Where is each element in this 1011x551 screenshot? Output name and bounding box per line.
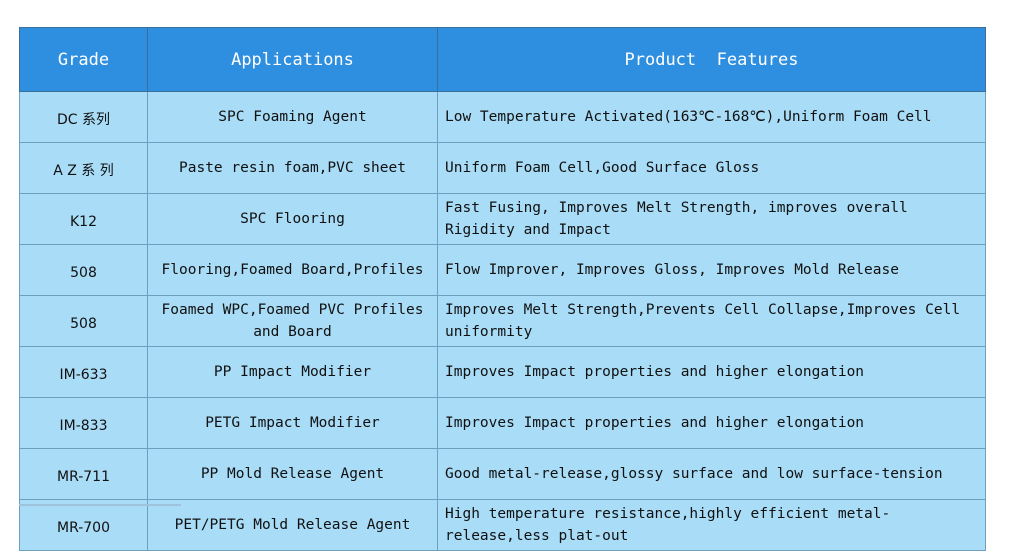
table-header-row: Grade Applications Product Features — [19, 27, 986, 92]
features-cell: Flow Improver, Improves Gloss, Improves … — [437, 244, 986, 296]
features-cell: Low Temperature Activated(163℃-168℃),Uni… — [437, 91, 986, 143]
table-row: IM-633 PP Impact Modifier Improves Impac… — [19, 346, 986, 398]
features-cell: Improves Melt Strength,Prevents Cell Col… — [437, 295, 986, 347]
features-cell: High temperature resistance,highly effic… — [437, 499, 986, 551]
application-cell: PP Mold Release Agent — [147, 448, 438, 500]
table-row: A Z 系 列 Paste resin foam,PVC sheet Unifo… — [19, 142, 986, 194]
application-cell: PET/PETG Mold Release Agent — [147, 499, 438, 551]
table-row: K12 SPC Flooring Fast Fusing, Improves M… — [19, 193, 986, 245]
application-cell: PETG Impact Modifier — [147, 397, 438, 449]
header-applications: Applications — [147, 27, 438, 92]
features-cell: Fast Fusing, Improves Melt Strength, imp… — [437, 193, 986, 245]
features-cell: Good metal-release,glossy surface and lo… — [437, 448, 986, 500]
header-product-features: Product Features — [437, 27, 986, 92]
table-row: IM-833 PETG Impact Modifier Improves Imp… — [19, 397, 986, 449]
application-cell: SPC Flooring — [147, 193, 438, 245]
grade-cell: MR-700 — [19, 499, 148, 551]
application-cell: Foamed WPC,Foamed PVC Profiles and Board — [147, 295, 438, 347]
grade-cell: MR-711 — [19, 448, 148, 500]
grade-cell: DC 系列 — [19, 91, 148, 143]
product-table-container: Grade Applications Product Features DC 系… — [19, 27, 986, 551]
grade-cell: K12 — [19, 193, 148, 245]
product-grade-table: Grade Applications Product Features DC 系… — [19, 27, 986, 551]
table-row: 508 Flooring,Foamed Board,Profiles Flow … — [19, 244, 986, 296]
features-cell: Uniform Foam Cell,Good Surface Gloss — [437, 142, 986, 194]
table-bottom-divider — [19, 504, 181, 506]
application-cell: PP Impact Modifier — [147, 346, 438, 398]
grade-cell: IM-833 — [19, 397, 148, 449]
application-cell: Flooring,Foamed Board,Profiles — [147, 244, 438, 296]
grade-cell: 508 — [19, 295, 148, 347]
application-cell: Paste resin foam,PVC sheet — [147, 142, 438, 194]
table-row: DC 系列 SPC Foaming Agent Low Temperature … — [19, 91, 986, 143]
grade-cell: 508 — [19, 244, 148, 296]
table-row: 508 Foamed WPC,Foamed PVC Profiles and B… — [19, 295, 986, 347]
header-grade: Grade — [19, 27, 148, 92]
table-row: MR-700 PET/PETG Mold Release Agent High … — [19, 499, 986, 551]
grade-cell: IM-633 — [19, 346, 148, 398]
table-row: MR-711 PP Mold Release Agent Good metal-… — [19, 448, 986, 500]
application-cell: SPC Foaming Agent — [147, 91, 438, 143]
features-cell: Improves Impact properties and higher el… — [437, 346, 986, 398]
grade-cell: A Z 系 列 — [19, 142, 148, 194]
features-cell: Improves Impact properties and higher el… — [437, 397, 986, 449]
